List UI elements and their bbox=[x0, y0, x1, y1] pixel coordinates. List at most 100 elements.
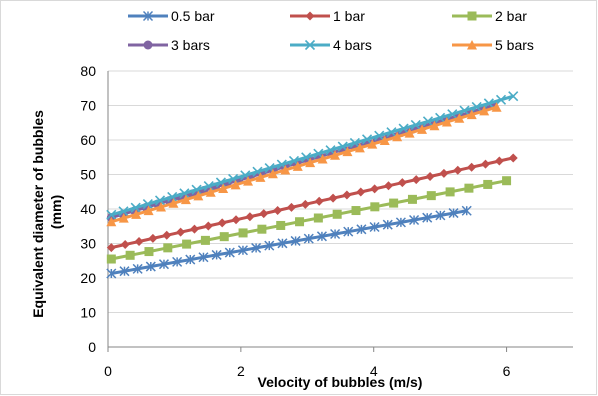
data-point bbox=[106, 209, 117, 220]
data-point bbox=[409, 214, 420, 226]
data-point bbox=[422, 116, 434, 127]
legend-label: 3 bars bbox=[171, 37, 210, 53]
data-point bbox=[374, 130, 385, 141]
data-point bbox=[337, 141, 348, 152]
x-tick-label: 2 bbox=[237, 363, 245, 379]
data-point bbox=[351, 206, 361, 216]
y-tick-label: 10 bbox=[80, 305, 96, 321]
axes bbox=[107, 71, 573, 352]
data-point bbox=[342, 146, 353, 157]
data-point bbox=[480, 159, 490, 169]
data-point bbox=[439, 168, 449, 178]
data-point bbox=[410, 119, 421, 131]
legend-item: 2 bar bbox=[452, 8, 527, 24]
data-point bbox=[356, 187, 366, 197]
legend-label: 5 bars bbox=[495, 37, 534, 53]
data-point bbox=[370, 202, 380, 212]
data-point bbox=[118, 213, 129, 223]
data-point bbox=[383, 181, 393, 191]
data-point bbox=[257, 224, 267, 234]
legend-item: 1 bar bbox=[290, 8, 365, 24]
y-tick-label: 70 bbox=[80, 98, 96, 114]
data-point bbox=[106, 243, 116, 253]
data-point bbox=[398, 123, 409, 134]
legend-item: 3 bars bbox=[128, 37, 210, 53]
data-point bbox=[172, 256, 183, 267]
data-point bbox=[276, 220, 286, 230]
data-point bbox=[459, 105, 470, 116]
data-point bbox=[203, 221, 213, 231]
data-point bbox=[189, 224, 199, 234]
data-point bbox=[454, 113, 465, 123]
data-point bbox=[330, 228, 341, 240]
data-point bbox=[479, 105, 490, 116]
legend-label: 2 bar bbox=[495, 8, 527, 24]
x-tick-label: 0 bbox=[104, 363, 112, 379]
data-point bbox=[237, 245, 248, 256]
data-point bbox=[382, 219, 393, 230]
data-point bbox=[259, 209, 269, 219]
legend: 0.5 bar 1 bar 2 bar 3 bars 4 bars 5 bars bbox=[128, 8, 534, 53]
data-point bbox=[466, 109, 477, 120]
x-tick-label: 4 bbox=[370, 363, 378, 379]
data-point bbox=[317, 153, 328, 164]
data-point bbox=[369, 221, 380, 233]
data-point bbox=[441, 117, 452, 127]
data-point bbox=[243, 176, 254, 186]
data-point bbox=[491, 102, 502, 112]
data-point bbox=[106, 216, 117, 227]
data-point bbox=[303, 233, 314, 244]
data-point bbox=[191, 184, 202, 195]
legend-item: 0.5 bar bbox=[128, 8, 215, 24]
data-point bbox=[217, 218, 227, 228]
data-point bbox=[379, 135, 390, 145]
data-point bbox=[356, 224, 367, 235]
data-point bbox=[386, 127, 397, 138]
data-point bbox=[494, 156, 504, 166]
data-point bbox=[305, 157, 316, 168]
data-point bbox=[292, 161, 303, 171]
data-point bbox=[502, 176, 512, 186]
legend-marker bbox=[143, 40, 153, 50]
data-point bbox=[313, 213, 323, 223]
data-point bbox=[145, 261, 156, 272]
data-point bbox=[397, 178, 407, 188]
y-axis-title-line-2: (mm) bbox=[48, 195, 64, 229]
data-point bbox=[349, 137, 360, 149]
x-axis-title: Velocity of bubbles (m/s) bbox=[258, 374, 423, 390]
data-point bbox=[224, 247, 235, 258]
tick-labels: 0 10 20 30 40 50 60 70 80 0 2 4 6 bbox=[80, 63, 510, 379]
data-point bbox=[314, 196, 324, 206]
data-point bbox=[106, 268, 117, 279]
series-2-bar bbox=[106, 176, 512, 264]
data-point bbox=[273, 206, 283, 216]
data-point bbox=[508, 153, 518, 163]
data-point bbox=[445, 187, 455, 197]
data-point bbox=[370, 184, 380, 194]
data-point bbox=[119, 266, 130, 277]
data-point bbox=[180, 194, 191, 205]
gridlines bbox=[108, 70, 573, 313]
data-point bbox=[131, 209, 142, 219]
data-point bbox=[290, 235, 301, 246]
data-point bbox=[125, 250, 135, 260]
data-point bbox=[395, 217, 406, 228]
data-point bbox=[330, 150, 341, 160]
data-point bbox=[219, 232, 229, 242]
data-point bbox=[230, 179, 241, 190]
data-point bbox=[218, 183, 229, 194]
y-tick-label: 40 bbox=[80, 201, 96, 217]
data-point bbox=[447, 109, 458, 120]
legend-label: 0.5 bar bbox=[171, 8, 215, 24]
data-point bbox=[143, 205, 154, 216]
data-point bbox=[205, 187, 216, 197]
data-point bbox=[435, 112, 446, 123]
data-point bbox=[142, 199, 153, 210]
data-point bbox=[132, 263, 143, 274]
data-point bbox=[435, 210, 446, 221]
x-tick-label: 6 bbox=[503, 363, 511, 379]
data-point bbox=[154, 195, 166, 206]
series-line bbox=[110, 94, 514, 217]
data-point bbox=[251, 242, 262, 253]
series-4-bars bbox=[106, 91, 519, 220]
